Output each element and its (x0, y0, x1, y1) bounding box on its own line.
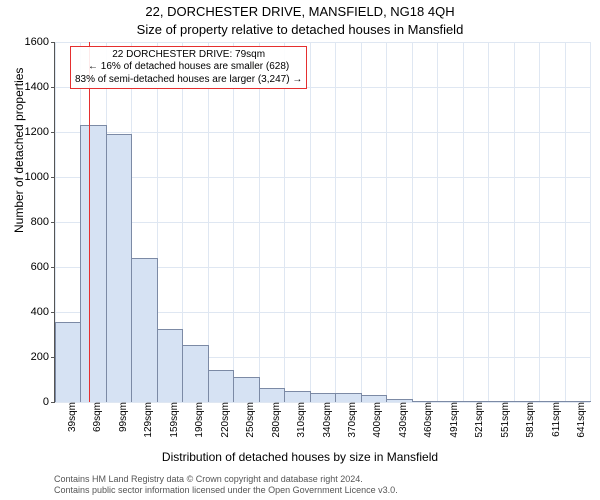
xtick-label: 99sqm (116, 402, 129, 432)
bar (157, 329, 183, 402)
ytick-label: 600 (31, 261, 55, 273)
chart-plot-area: 0200400600800100012001400160039sqm69sqm9… (54, 42, 590, 403)
xtick-label: 190sqm (192, 402, 205, 438)
bar (106, 134, 132, 402)
ytick-label: 400 (31, 306, 55, 318)
bar (284, 391, 310, 402)
gridline-v (361, 42, 362, 402)
callout-box: 22 DORCHESTER DRIVE: 79sqm← 16% of detac… (70, 46, 307, 90)
x-axis-label: Distribution of detached houses by size … (0, 450, 600, 464)
xtick-label: 39sqm (65, 402, 78, 432)
gridline-v (488, 42, 489, 402)
reference-vline (89, 42, 90, 402)
xtick-label: 460sqm (421, 402, 434, 438)
bar (310, 393, 336, 402)
ytick-label: 1200 (25, 126, 55, 138)
xtick-label: 280sqm (269, 402, 282, 438)
bar (259, 388, 285, 403)
gridline-v (514, 42, 515, 402)
xtick-label: 129sqm (141, 402, 154, 438)
gridline-h (55, 132, 590, 133)
xtick-label: 310sqm (294, 402, 307, 438)
gridline-h (55, 222, 590, 223)
xtick-label: 551sqm (498, 402, 511, 438)
gridline-v (310, 42, 311, 402)
gridline-v (539, 42, 540, 402)
xtick-label: 370sqm (345, 402, 358, 438)
callout-line: ← 16% of detached houses are smaller (62… (75, 61, 302, 74)
bar (80, 125, 106, 402)
xtick-label: 641sqm (574, 402, 587, 438)
gridline-v (437, 42, 438, 402)
bar (55, 322, 81, 402)
gridline-v (386, 42, 387, 402)
callout-line: 83% of semi-detached houses are larger (… (75, 74, 302, 87)
bar (233, 377, 259, 402)
xtick-label: 159sqm (167, 402, 180, 438)
xtick-label: 611sqm (549, 402, 562, 437)
gridline-v (335, 42, 336, 402)
bar (361, 395, 387, 402)
gridline-v (259, 42, 260, 402)
gridline-v (463, 42, 464, 402)
ytick-label: 1400 (25, 81, 55, 93)
ytick-label: 200 (31, 351, 55, 363)
xtick-label: 220sqm (218, 402, 231, 438)
bar (182, 345, 208, 402)
bar (208, 370, 234, 403)
xtick-label: 581sqm (523, 402, 536, 438)
chart-title-sub: Size of property relative to detached ho… (0, 22, 600, 37)
xtick-label: 69sqm (90, 402, 103, 432)
ytick-label: 1000 (25, 171, 55, 183)
gridline-h (55, 42, 590, 43)
bar (131, 258, 157, 402)
footer-attribution: Contains HM Land Registry data © Crown c… (54, 474, 398, 497)
ytick-label: 0 (43, 396, 55, 408)
ytick-label: 800 (31, 216, 55, 228)
gridline-v (412, 42, 413, 402)
xtick-label: 491sqm (447, 402, 460, 438)
xtick-label: 340sqm (320, 402, 333, 438)
chart-title-main: 22, DORCHESTER DRIVE, MANSFIELD, NG18 4Q… (0, 4, 600, 19)
gridline-v (233, 42, 234, 402)
footer-line-2: Contains public sector information licen… (54, 485, 398, 496)
bar (335, 393, 361, 402)
gridline-v (565, 42, 566, 402)
gridline-v (590, 42, 591, 402)
xtick-label: 250sqm (243, 402, 256, 438)
xtick-label: 430sqm (396, 402, 409, 438)
footer-line-1: Contains HM Land Registry data © Crown c… (54, 474, 398, 485)
ytick-label: 1600 (25, 36, 55, 48)
xtick-label: 400sqm (370, 402, 383, 438)
gridline-v (284, 42, 285, 402)
callout-line: 22 DORCHESTER DRIVE: 79sqm (75, 49, 302, 62)
gridline-h (55, 177, 590, 178)
xtick-label: 521sqm (472, 402, 485, 438)
